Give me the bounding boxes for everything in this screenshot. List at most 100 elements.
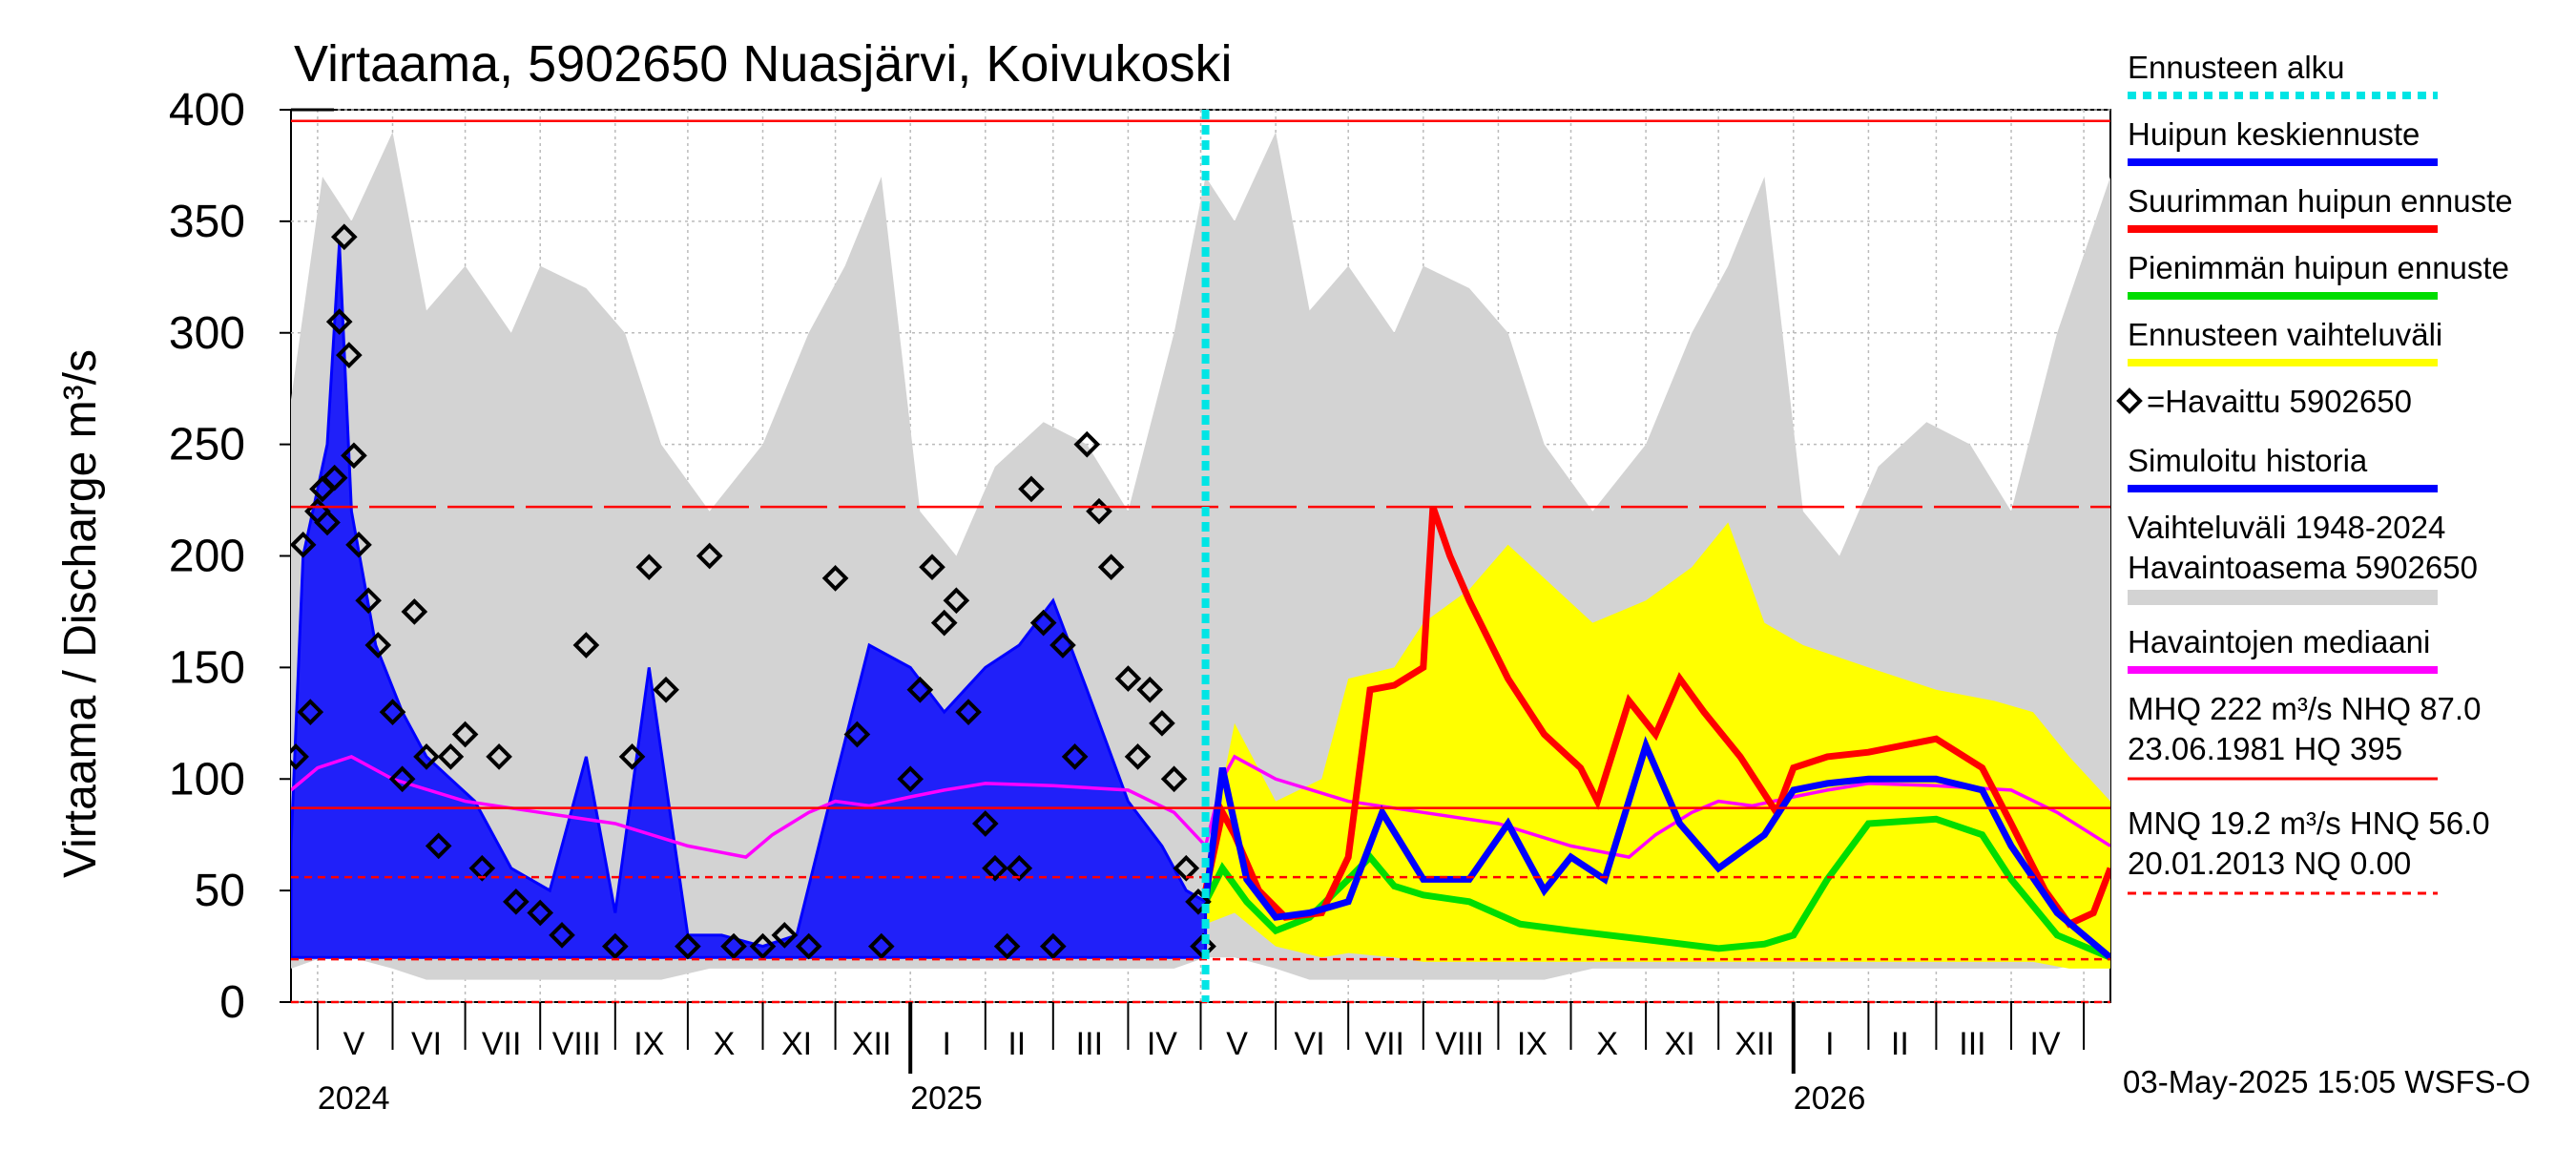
observed-point [1018,475,1045,503]
observed-point [314,509,341,536]
observed-point [413,743,440,770]
legend-label: MHQ 222 m³/s NHQ 87.0 [2128,691,2481,726]
observed-point [1149,709,1175,737]
month-label: I [943,1026,951,1062]
observed-point [379,699,406,725]
observed-point [675,932,701,960]
year-label: 2024 [318,1080,390,1117]
month-label: X [714,1026,736,1062]
observed-point [321,464,348,491]
observed-point [437,743,465,770]
month-label: IV [2029,1026,2060,1062]
month-label: VII [1364,1026,1404,1062]
month-label: IX [634,1026,664,1062]
legend-label: Huipun keskiennuste [2128,116,2420,152]
y-tick-label: 250 [169,420,245,470]
observed-point [549,922,575,949]
footer-timestamp: 03-May-2025 15:05 WSFS-O [2123,1064,2530,1099]
legend-label: Simuloitu historia [2128,443,2368,478]
year-label: 2025 [910,1080,983,1117]
legend-label: MNQ 19.2 m³/s HNQ 56.0 [2128,805,2490,841]
y-tick-label: 400 [169,85,245,136]
y-tick-label: 200 [169,532,245,582]
month-label: VI [1295,1026,1325,1062]
month-label: I [1825,1026,1834,1062]
observed-point [341,442,367,470]
y-tick-label: 150 [169,642,245,693]
observed-point [795,932,822,960]
month-label: XII [1735,1026,1775,1062]
month-label: III [1959,1026,1985,1062]
observed-point [1160,765,1188,793]
legend-label: Havaintojen mediaani [2128,624,2430,659]
observed-point [345,531,372,558]
observed-point [468,854,496,882]
y-tick-label: 50 [195,866,245,916]
observed-point [919,554,945,581]
y-axis-label: Virtaama / Discharge m³/s [55,349,106,878]
legend-label: Ennusteen alku [2128,50,2345,85]
observed-point [1006,854,1033,882]
legend-label: Vaihteluväli 1948-2024 [2128,510,2445,545]
month-label: VIII [552,1026,601,1062]
observed-point [867,932,895,960]
month-label: VI [411,1026,442,1062]
observed-point [451,721,479,748]
observed-point [291,743,309,770]
y-tick-label: 350 [169,197,245,247]
observed-point [291,531,317,558]
legend-label: Pienimmän huipun ennuste [2128,250,2509,285]
observed-point [1049,632,1076,659]
legend-label-line2: 20.01.2013 NQ 0.00 [2128,846,2411,881]
observed-point [653,676,679,703]
legend-label-line2: 23.06.1981 HQ 395 [2128,731,2402,766]
observed-point [1039,932,1067,960]
month-label: II [1008,1026,1026,1062]
observed-point [943,587,970,615]
legend-label: Suurimman huipun ennuste [2128,183,2513,219]
observed-point [325,308,353,335]
observed-point [982,854,1008,882]
observed-point [572,632,600,659]
month-label: XI [1665,1026,1695,1062]
observed-point [527,899,554,927]
legend-label: =Havaittu 5902650 [2147,384,2412,419]
min-peak-forecast-line [1202,815,2110,961]
observed-point [364,632,392,659]
observed-point [1124,743,1152,770]
observed-point [618,743,646,770]
observed-point [330,223,358,251]
month-label: VII [482,1026,522,1062]
month-label: VIII [1435,1026,1484,1062]
observed-point [1073,430,1101,458]
month-label: II [1891,1026,1909,1062]
observed-point [771,922,799,949]
month-label: IV [1147,1026,1177,1062]
observed-point [720,932,747,960]
observed-point [897,765,924,793]
observed-point [1173,854,1200,882]
observed-point [749,932,777,960]
legend-label-line2: Havaintoasema 5902650 [2128,550,2478,585]
observed-point [906,676,934,703]
month-label: V [1226,1026,1248,1062]
observed-point [1097,554,1125,581]
observed-point [1136,676,1164,703]
forecast-range-band [1205,522,2110,969]
observed-point [1061,743,1089,770]
observed-point [971,810,999,837]
observed-point [388,765,416,793]
observed-point [401,598,428,625]
year-label: 2026 [1794,1080,1866,1117]
month-label: IX [1517,1026,1548,1062]
legend-label: Ennusteen vaihteluväli [2128,317,2442,352]
chart-title: Virtaama, 5902650 Nuasjärvi, Koivukoski [294,35,1233,93]
observed-point [930,609,958,637]
observed-point [1114,665,1142,692]
observed-point [843,721,871,748]
mean-peak-forecast-line [1202,736,2110,960]
observed-point [1029,609,1057,637]
observed-point [503,888,530,915]
